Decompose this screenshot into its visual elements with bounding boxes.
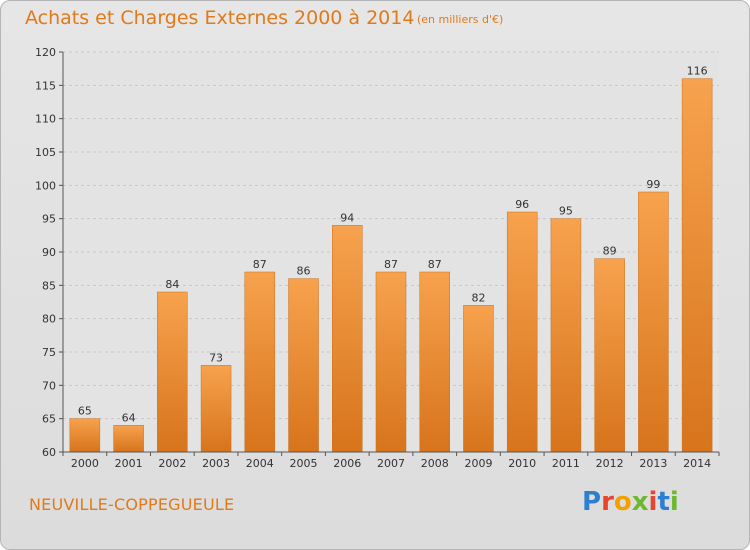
logo-letter: r (601, 487, 614, 517)
data-label-2000: 65 (78, 405, 92, 418)
y-tick-label: 110 (35, 113, 56, 126)
y-tick-label: 120 (35, 46, 56, 59)
bar-2010 (506, 211, 538, 453)
x-tick-label: 2014 (683, 457, 711, 470)
bar-2013 (638, 191, 669, 453)
bar-2014 (681, 78, 713, 453)
x-tick-label: 2009 (464, 457, 492, 470)
y-tick-label: 60 (42, 446, 56, 459)
y-tick-label: 85 (42, 279, 56, 292)
bar-2006 (332, 225, 363, 453)
bar-2007 (375, 271, 407, 453)
bar-2011 (550, 218, 582, 453)
data-label-2001: 64 (122, 411, 136, 424)
data-label-2010: 96 (515, 198, 529, 211)
y-tick-label: 105 (35, 146, 56, 159)
logo-letter: i (669, 487, 679, 517)
y-tick-label: 80 (42, 313, 56, 326)
logo-letter: P (582, 487, 602, 517)
data-label-2002: 84 (165, 278, 179, 291)
y-tick-label: 75 (42, 346, 56, 359)
x-tick-label: 2008 (421, 457, 449, 470)
commune-name: NEUVILLE-COPPEGUEULE (29, 495, 235, 514)
x-tick-label: 2000 (71, 457, 99, 470)
logo-letter: o (613, 487, 632, 517)
y-tick-label: 115 (35, 79, 56, 92)
proxiti-logo[interactable]: Proxiti (582, 487, 679, 517)
bar-2005 (288, 278, 319, 453)
bar-2012 (594, 258, 625, 453)
data-label-2004: 87 (253, 258, 267, 271)
x-tick-label: 2007 (377, 457, 405, 470)
x-tick-label: 2013 (639, 457, 667, 470)
logo-letter: t (657, 487, 670, 517)
bar-2004 (244, 271, 276, 453)
x-tick-label: 2002 (158, 457, 186, 470)
chart-subtitle: (en milliers d'€) (417, 13, 504, 26)
data-label-2009: 82 (471, 291, 485, 304)
bar-2003 (200, 365, 232, 453)
data-label-2007: 87 (384, 258, 398, 271)
bar-2009 (463, 305, 494, 453)
bar-2000 (69, 418, 101, 453)
data-label-2005: 86 (297, 265, 311, 278)
x-tick-label: 2004 (246, 457, 274, 470)
x-tick-label: 2010 (508, 457, 536, 470)
data-label-2012: 89 (603, 245, 617, 258)
y-tick-label: 90 (42, 246, 56, 259)
logo-letter: x (631, 487, 649, 517)
x-tick-label: 2012 (596, 457, 624, 470)
data-label-2014: 116 (687, 65, 708, 78)
y-tick-label: 70 (42, 379, 56, 392)
x-tick-label: 2005 (290, 457, 318, 470)
data-label-2013: 99 (646, 178, 660, 191)
x-tick-label: 2003 (202, 457, 230, 470)
data-label-2006: 94 (340, 211, 354, 224)
data-label-2008: 87 (428, 258, 442, 271)
y-tick-label: 95 (42, 213, 56, 226)
x-tick-label: 2011 (552, 457, 580, 470)
y-tick-label: 65 (42, 413, 56, 426)
data-label-2003: 73 (209, 351, 223, 364)
data-label-2011: 95 (559, 205, 573, 218)
x-tick-label: 2001 (115, 457, 143, 470)
logo-letter: i (648, 487, 658, 517)
bar-2001 (113, 425, 144, 453)
bar-2008 (419, 271, 450, 453)
y-tick-label: 100 (35, 179, 56, 192)
bar-2002 (157, 291, 188, 453)
chart-title: Achats et Charges Externes 2000 à 2014 (25, 7, 415, 29)
x-tick-label: 2006 (333, 457, 361, 470)
